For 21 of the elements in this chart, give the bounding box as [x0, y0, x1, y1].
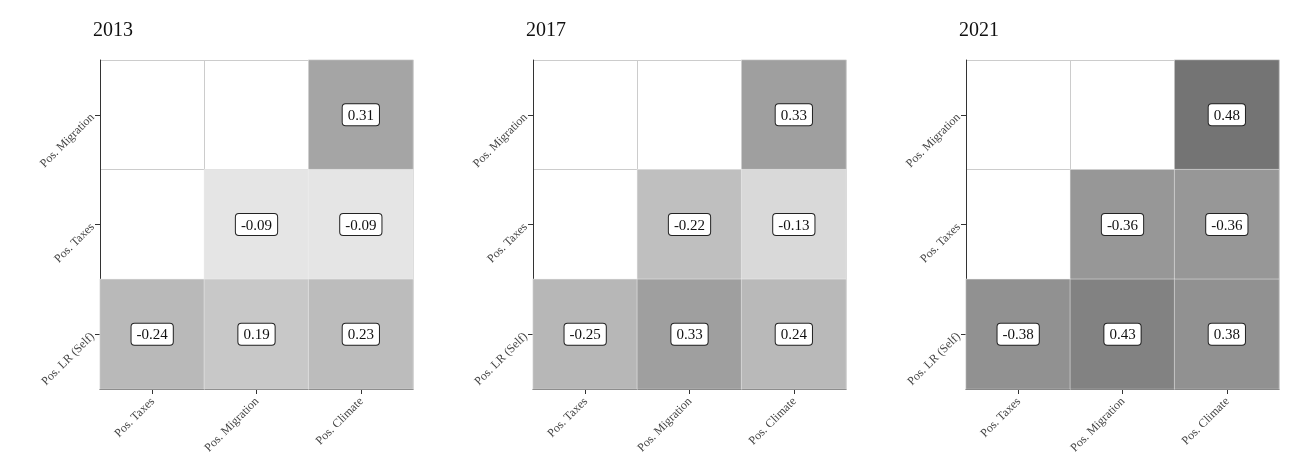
data-label: -0.36	[1106, 216, 1139, 233]
data-label: 0.48	[1213, 106, 1240, 123]
data-label: 0.31	[347, 106, 374, 123]
data-label: -0.13	[778, 216, 810, 233]
data-label: 0.33	[676, 326, 703, 343]
data-label: 0.33	[780, 106, 807, 123]
chart-title: 2013	[93, 18, 133, 40]
data-label: 0.24	[780, 326, 808, 343]
data-label: 0.43	[1109, 326, 1136, 343]
data-label: -0.24	[136, 326, 169, 343]
chart-title: 2021	[959, 18, 999, 40]
data-label: -0.36	[1211, 216, 1243, 233]
data-label: -0.25	[569, 326, 601, 343]
data-label: -0.09	[240, 216, 273, 233]
chart-title: 2017	[526, 18, 566, 40]
data-label: -0.22	[673, 216, 706, 233]
data-label: -0.38	[1002, 326, 1034, 343]
data-label: 0.38	[1213, 326, 1240, 343]
data-label: 0.23	[347, 326, 374, 343]
data-label: 0.19	[243, 326, 270, 343]
data-label: -0.09	[345, 216, 377, 233]
